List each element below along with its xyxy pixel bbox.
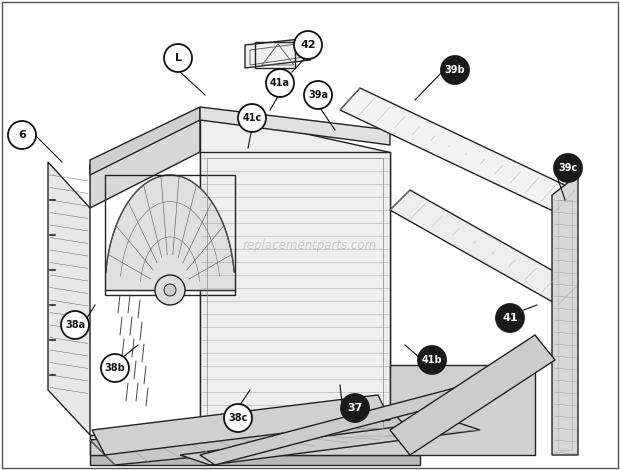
Text: 42: 42 — [300, 40, 316, 50]
Circle shape — [441, 56, 469, 84]
Text: L: L — [174, 53, 182, 63]
Text: 41a: 41a — [270, 78, 290, 88]
Text: 39a: 39a — [308, 90, 328, 100]
Circle shape — [341, 394, 369, 422]
Circle shape — [294, 31, 322, 59]
Polygon shape — [90, 365, 535, 455]
Circle shape — [238, 104, 266, 132]
Text: 41c: 41c — [242, 113, 262, 123]
Text: 39c: 39c — [559, 163, 578, 173]
Polygon shape — [245, 38, 310, 68]
Polygon shape — [90, 107, 200, 175]
Circle shape — [224, 404, 252, 432]
Text: 6: 6 — [18, 130, 26, 140]
Polygon shape — [390, 335, 555, 455]
Circle shape — [496, 304, 524, 332]
Circle shape — [8, 121, 36, 149]
Polygon shape — [90, 110, 200, 208]
Circle shape — [554, 154, 582, 182]
Polygon shape — [200, 152, 390, 435]
Circle shape — [164, 44, 192, 72]
Polygon shape — [340, 88, 575, 212]
Circle shape — [418, 346, 446, 374]
Circle shape — [304, 81, 332, 109]
Polygon shape — [90, 435, 390, 455]
Text: replacementparts.com: replacementparts.com — [243, 238, 377, 251]
Text: 38c: 38c — [228, 413, 247, 423]
Polygon shape — [48, 162, 90, 435]
Polygon shape — [200, 110, 390, 435]
Circle shape — [164, 284, 176, 296]
Polygon shape — [390, 190, 578, 305]
Circle shape — [266, 69, 294, 97]
Polygon shape — [200, 107, 390, 145]
Circle shape — [101, 354, 129, 382]
Polygon shape — [90, 410, 415, 465]
Circle shape — [155, 275, 185, 305]
Circle shape — [61, 311, 89, 339]
Polygon shape — [200, 380, 500, 465]
Text: 39b: 39b — [445, 65, 466, 75]
Polygon shape — [180, 420, 480, 465]
Text: 41: 41 — [502, 313, 518, 323]
Polygon shape — [92, 395, 390, 455]
Polygon shape — [90, 455, 420, 465]
Text: 41b: 41b — [422, 355, 442, 365]
Text: 38a: 38a — [65, 320, 85, 330]
Polygon shape — [552, 175, 578, 455]
Text: 38b: 38b — [105, 363, 125, 373]
Text: 37: 37 — [347, 403, 363, 413]
